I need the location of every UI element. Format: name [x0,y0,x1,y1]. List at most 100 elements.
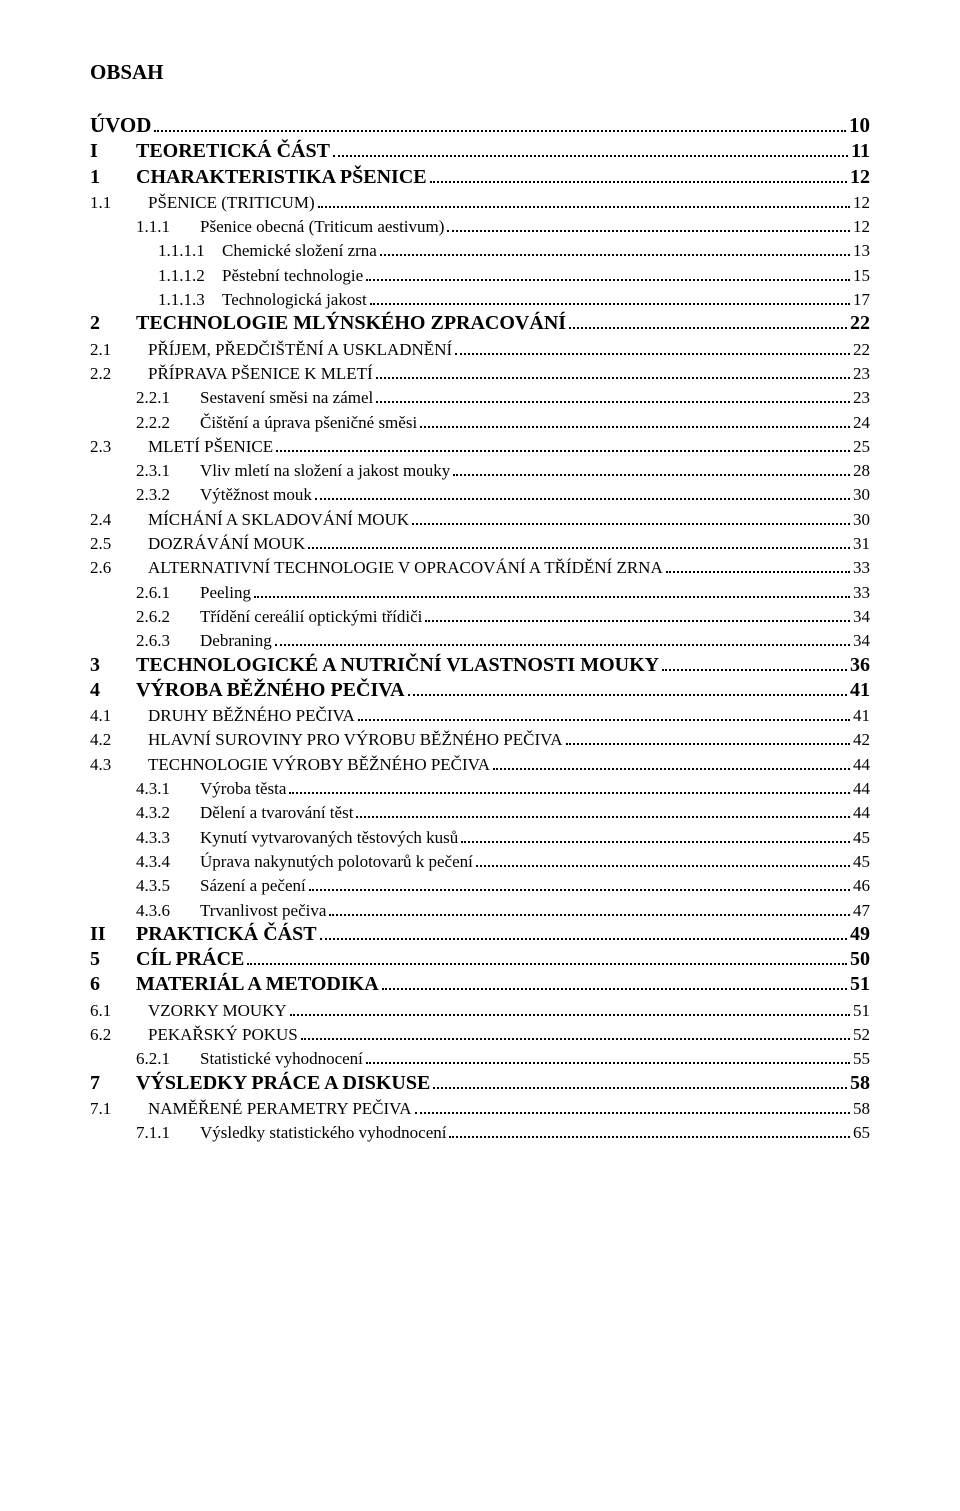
toc-entry-page: 30 [853,510,870,530]
toc-entry: 4.2HLAVNÍ SUROVINY PRO VÝROBU BĚŽNÉHO PE… [90,728,870,750]
toc-entry-page: 22 [853,340,870,360]
toc-entry-page: 45 [853,852,870,872]
toc-leader-dots [254,580,850,597]
toc-title: OBSAH [90,60,870,85]
toc-list: ÚVOD10ITEORETICKÁ ČÁST111CHARAKTERISTIKA… [90,113,870,1143]
toc-entry: 2.6.1Peeling33 [90,580,870,602]
toc-entry-page: 31 [853,534,870,554]
toc-leader-dots [289,777,850,794]
toc-entry-label: VÝSLEDKY PRÁCE A DISKUSE [136,1072,430,1095]
toc-entry: 4.3.4Úprava nakynutých polotovarů k peče… [90,850,870,872]
toc-entry-page: 33 [853,558,870,578]
toc-entry: 1CHARAKTERISTIKA PŠENICE12 [90,165,870,188]
toc-entry-number: I [90,140,136,163]
toc-entry-number: 1.1.1 [90,217,200,237]
toc-entry-page: 44 [853,803,870,823]
toc-leader-dots [447,215,850,232]
toc-entry-label: Sázení a pečení [200,876,306,896]
toc-leader-dots [276,435,850,452]
toc-entry: 1.1.1.1Chemické složení zrna13 [90,239,870,261]
toc-entry-number: 7 [90,1072,136,1095]
toc-leader-dots [318,191,850,208]
toc-entry-page: 12 [853,193,870,213]
toc-leader-dots [662,653,847,670]
toc-entry: 2.3.2Výtěžnost mouk30 [90,483,870,505]
toc-entry-label: Výroba těsta [200,779,286,799]
toc-leader-dots [493,752,850,769]
toc-entry-number: 2.6.3 [90,631,200,651]
toc-entry-number: 3 [90,654,136,677]
toc-entry-page: 25 [853,437,870,457]
toc-entry: 3TECHNOLOGICKÉ A NUTRIČNÍ VLASTNOSTI MOU… [90,653,870,676]
toc-entry-number: 2.2.2 [90,413,200,433]
toc-entry-label: Kynutí vytvarovaných těstových kusů [200,828,458,848]
toc-entry: 4.3.5Sázení a pečení46 [90,874,870,896]
toc-entry-number: 2 [90,312,136,335]
toc-entry-page: 30 [853,485,870,505]
toc-entry-page: 41 [853,706,870,726]
toc-leader-dots [366,263,850,280]
toc-entry-page: 49 [850,923,870,946]
toc-entry-number: 1.1.1.3 [90,290,222,310]
toc-leader-dots [566,728,851,745]
toc-entry-number: 4 [90,679,136,702]
toc-entry-label: Čištění a úprava pšeničné směsi [200,413,417,433]
toc-entry-page: 44 [853,755,870,775]
toc-entry-number: 4.3.1 [90,779,200,799]
toc-entry-label: Statistické vyhodnocení [200,1049,363,1069]
toc-entry-label: ÚVOD [90,113,151,138]
toc-entry: 6.1VZORKY MOUKY51 [90,998,870,1020]
toc-entry-label: PŘÍJEM, PŘEDČIŠTĚNÍ A USKLADNĚNÍ [148,340,452,360]
toc-entry-page: 58 [850,1072,870,1095]
toc-entry: 7VÝSLEDKY PRÁCE A DISKUSE 58 [90,1071,870,1094]
toc-entry-label: Pěstební technologie [222,266,363,286]
toc-leader-dots [380,239,850,256]
toc-entry: 4.1DRUHY BĚŽNÉHO PEČIVA41 [90,704,870,726]
toc-entry-number: 2.1 [90,340,148,360]
toc-entry: 4VÝROBA BĚŽNÉHO PEČIVA41 [90,679,870,702]
toc-entry-page: 13 [853,241,870,261]
toc-entry-label: Sestavení směsi na zámel [200,388,373,408]
toc-entry: 2TECHNOLOGIE MLÝNSKÉHO ZPRACOVÁNÍ22 [90,312,870,335]
toc-entry: 2.3MLETÍ PŠENICE 25 [90,435,870,457]
toc-entry: 4.3TECHNOLOGIE VÝROBY BĚŽNÉHO PEČIVA44 [90,752,870,774]
toc-entry-label: VZORKY MOUKY [148,1001,287,1021]
toc-entry-label: TEORETICKÁ ČÁST [136,140,330,163]
toc-entry-label: MATERIÁL A METODIKA [136,973,379,996]
toc-entry-number: 2.3.2 [90,485,200,505]
toc-entry: 2.5DOZRÁVÁNÍ MOUK31 [90,532,870,554]
toc-entry-number: 2.2.1 [90,388,200,408]
toc-leader-dots [433,1071,847,1088]
toc-entry-label: MLETÍ PŠENICE [148,437,273,457]
toc-leader-dots [154,115,846,132]
toc-entry-page: 36 [850,654,870,677]
toc-entry-number: 2.3 [90,437,148,457]
toc-entry-page: 42 [853,730,870,750]
toc-entry: 2.6.2Třídění cereálií optickými třídiči3… [90,605,870,627]
toc-entry: 5CÍL PRÁCE50 [90,948,870,971]
toc-entry-number: 4.3.3 [90,828,200,848]
toc-entry: 2.6.3Debraning34 [90,629,870,651]
toc-entry-number: 4.3 [90,755,148,775]
toc-leader-dots [370,288,850,305]
toc-entry-number: 2.6 [90,558,148,578]
toc-entry-label: PŠENICE (TRITICUM) [148,193,315,213]
toc-entry-label: Trvanlivost pečiva [200,901,326,921]
toc-entry-page: 33 [853,583,870,603]
toc-leader-dots [461,825,850,842]
toc-entry-page: 28 [853,461,870,481]
toc-leader-dots [320,923,847,940]
toc-entry-page: 12 [850,166,870,189]
toc-entry-label: CÍL PRÁCE [136,948,244,971]
toc-entry-number: 4.3.2 [90,803,200,823]
toc-leader-dots [408,679,847,696]
toc-entry-number: 4.3.5 [90,876,200,896]
toc-entry-label: Chemické složení zrna [222,241,377,261]
toc-leader-dots [476,850,850,867]
toc-entry-label: Třídění cereálií optickými třídiči [200,607,422,627]
toc-entry: 1.1PŠENICE (TRITICUM)12 [90,191,870,213]
toc-entry-page: 34 [853,607,870,627]
toc-entry-number: 4.3.4 [90,852,200,872]
toc-entry-label: ALTERNATIVNÍ TECHNOLOGIE V OPRACOVÁNÍ A … [148,558,663,578]
toc-entry-number: 2.2 [90,364,148,384]
